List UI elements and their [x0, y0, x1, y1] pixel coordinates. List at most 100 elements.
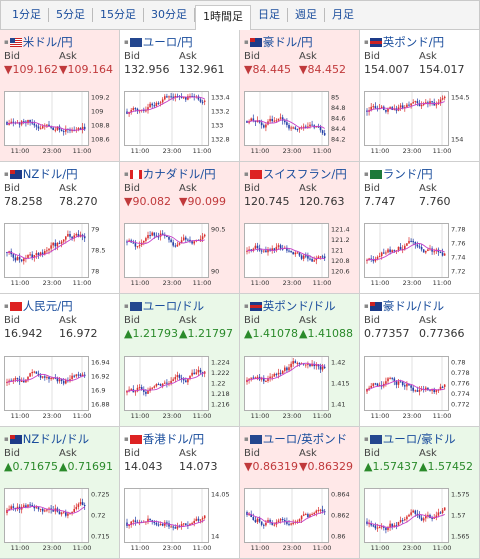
pair-title: ▪ カナダドル/円	[124, 166, 239, 182]
candle-body	[197, 518, 200, 521]
currency-card[interactable]: ▪ 米ドル/円 Bid Ask ▼109.162 ▼109.164 109.2 109 108.…	[0, 30, 120, 162]
candle-body	[77, 234, 80, 237]
pair-link[interactable]: ランド/円	[382, 167, 433, 181]
pair-link[interactable]: 米ドル/円	[22, 35, 73, 49]
bid-label: Bid	[4, 315, 20, 326]
pair-link[interactable]: 豪ドル/円	[262, 35, 313, 49]
currency-card[interactable]: ▪ ランド/円 Bid Ask 7.747 7.760 7.78 7.76 7.74 7.72 11…	[360, 162, 480, 294]
mini-chart[interactable]: 0.725 0.72 0.715 11:00 23:00 11:00	[4, 488, 116, 552]
currency-card[interactable]: ▪ ユーロ/ドル Bid Ask ▲1.21793 ▲1.21797 1.224 1.222 1…	[120, 294, 240, 427]
pair-link[interactable]: 人民元/円	[22, 299, 73, 313]
pair-link[interactable]: NZドル/円	[22, 167, 78, 181]
currency-card[interactable]: ▪ カナダドル/円 Bid Ask ▼90.082 ▼90.099 90.5 90 11:00 2…	[120, 162, 240, 294]
pair-link[interactable]: NZドル/ドル	[22, 432, 90, 446]
ask-label: Ask	[299, 51, 317, 62]
candle-body	[166, 235, 168, 237]
candle-body	[254, 377, 257, 379]
currency-card[interactable]: ▪ 人民元/円 Bid Ask 16.942 16.972 16.94 16.92 16.9 16…	[0, 294, 120, 427]
candle-body	[151, 232, 153, 236]
currency-card[interactable]: ▪ 英ポンド/円 Bid Ask 154.007 154.017 154.5 154 11:00…	[360, 30, 480, 162]
mini-chart[interactable]: 154.5 154 11:00 23:00 11:00	[364, 91, 476, 155]
timeframe-tab[interactable]: 30分足	[144, 8, 195, 22]
pair-link[interactable]: スイスフラン/円	[262, 167, 347, 181]
candle-body	[408, 383, 410, 386]
flag-icon	[129, 169, 142, 179]
pair-link[interactable]: ユーロ/豪ドル	[382, 432, 456, 446]
candle-body	[79, 374, 82, 376]
chart-svg: 1.224 1.222 1.22 1.218 1.216 11:00 23:00 11:00	[124, 356, 230, 420]
candle-body	[25, 379, 27, 383]
candle-body	[383, 252, 385, 254]
pair-link[interactable]: 香港ドル/円	[142, 432, 205, 446]
candle-body	[193, 241, 195, 244]
currency-card[interactable]: ▪ 香港ドル/円 Bid Ask 14.043 14.073 14.05 14 11:00 23:…	[120, 427, 240, 559]
candle-body	[77, 128, 80, 130]
candle-body	[399, 246, 402, 250]
pair-link[interactable]: 英ポンド/円	[382, 35, 445, 49]
timeframe-tab[interactable]: 1分足	[5, 8, 49, 22]
mini-chart[interactable]: 0.864 0.862 0.86 11:00 23:00 11:00	[244, 488, 356, 552]
y-tick-label: 79	[91, 226, 99, 234]
mini-chart[interactable]: 14.05 14 11:00 23:00 11:00	[124, 488, 236, 552]
currency-card[interactable]: ▪ ユーロ/豪ドル Bid Ask ▲1.57437 ▲1.57452 1.575 1.57 1…	[360, 427, 480, 559]
candle-body	[145, 238, 147, 241]
pair-link[interactable]: ユーロ/円	[142, 35, 193, 49]
mini-chart[interactable]: 109.2 109 108.8 108.6 11:00 23:00 11:00	[4, 91, 116, 155]
timeframe-tab[interactable]: 1時間足	[195, 5, 251, 30]
candle-body	[35, 253, 38, 255]
candle-body	[439, 512, 442, 514]
candle-body	[263, 377, 265, 382]
flag-icon	[9, 169, 22, 179]
candle-body	[427, 514, 429, 517]
pair-link[interactable]: 豪ドル/ドル	[382, 299, 445, 313]
currency-card[interactable]: ▪ 英ポンド/ドル Bid Ask ▲1.41078 ▲1.41088 1.42 1.415 1…	[240, 294, 360, 427]
pair-link[interactable]: ユーロ/英ポンド	[262, 432, 348, 446]
timeframe-tab[interactable]: 15分足	[93, 8, 144, 22]
candle-body	[305, 514, 307, 516]
currency-card[interactable]: ▪ ユーロ/円 Bid Ask 132.956 132.961 133.4 133.2 133 1…	[120, 30, 240, 162]
currency-card[interactable]: ▪ 豪ドル/ドル Bid Ask 0.77357 0.77366 0.78 0.778 0.77…	[360, 294, 480, 427]
candle-body	[73, 508, 75, 512]
pair-link[interactable]: ユーロ/ドル	[142, 299, 205, 313]
timeframe-tab[interactable]: 日足	[251, 8, 288, 22]
pair-link[interactable]: 英ポンド/ドル	[262, 299, 336, 313]
mini-chart[interactable]: 85 84.8 84.6 84.4 84.2 11:00 23:00 11:00	[244, 91, 356, 155]
candle-body	[425, 387, 427, 390]
mini-chart[interactable]: 1.575 1.57 1.565 11:00 23:00 11:00	[364, 488, 476, 552]
mini-chart[interactable]: 79 78.5 78 11:00 23:00 11:00	[4, 223, 116, 287]
currency-card[interactable]: ▪ スイスフラン/円 Bid Ask 120.745 120.763 121.4 121.2 1…	[240, 162, 360, 294]
mini-chart[interactable]: 1.224 1.222 1.22 1.218 1.216 11:00 23:00 11:00	[124, 356, 236, 420]
candle-body	[311, 363, 313, 367]
chart-frame	[244, 91, 329, 146]
candle-body	[29, 119, 31, 123]
mini-chart[interactable]: 133.4 133.2 133 132.8 11:00 23:00 11:00	[124, 91, 236, 155]
timeframe-tab[interactable]: 月足	[332, 8, 354, 21]
bid-value: 154.007	[364, 63, 410, 76]
mini-chart[interactable]: 0.78 0.778 0.776 0.774 0.772 11:00 23:00 11:00	[364, 356, 476, 420]
window-icon: ▪	[244, 170, 249, 178]
currency-card[interactable]: ▪ NZドル/円 Bid Ask 78.258 78.270 79 78.5 78 11:00 23…	[0, 162, 120, 294]
candle-body	[267, 519, 269, 523]
mini-chart[interactable]: 121.4 121.2 121 120.8 120.6 11:00 23:00 11:00	[244, 223, 356, 287]
moving-average-line	[126, 372, 205, 393]
currency-card[interactable]: ▪ NZドル/ドル Bid Ask ▲0.71675 ▲0.71691 0.725 0.72 0…	[0, 427, 120, 559]
mini-chart[interactable]: 7.78 7.76 7.74 7.72 11:00 23:00 11:00	[364, 223, 476, 287]
mini-chart[interactable]: 90.5 90 11:00 23:00 11:00	[124, 223, 236, 287]
timeframe-tab[interactable]: 週足	[288, 8, 325, 22]
currency-card[interactable]: ▪ ユーロ/英ポンド Bid Ask ▼0.86319 ▼0.86329 0.864 0.86…	[240, 427, 360, 559]
candle-body	[296, 362, 299, 364]
candle-body	[138, 387, 141, 389]
candle-body	[176, 375, 179, 377]
currency-card[interactable]: ▪ 豪ドル/円 Bid Ask ▼84.445 ▼84.452 85 84.8 84.6 84.4…	[240, 30, 360, 162]
chart-frame	[244, 488, 329, 543]
x-tick-label: 11:00	[433, 412, 452, 420]
bid-value: 120.745	[244, 195, 290, 208]
ask-value: 78.270	[59, 195, 98, 208]
y-tick-label: 0.776	[451, 380, 470, 388]
timeframe-tab[interactable]: 5分足	[49, 8, 93, 22]
mini-chart[interactable]: 1.42 1.415 1.41 11:00 23:00 11:00	[244, 356, 356, 420]
mini-chart[interactable]: 16.94 16.92 16.9 16.88 11:00 23:00 11:00	[4, 356, 116, 420]
pair-link[interactable]: カナダドル/円	[142, 167, 216, 181]
candle-body	[81, 374, 84, 376]
bid-label: Bid	[4, 51, 20, 62]
